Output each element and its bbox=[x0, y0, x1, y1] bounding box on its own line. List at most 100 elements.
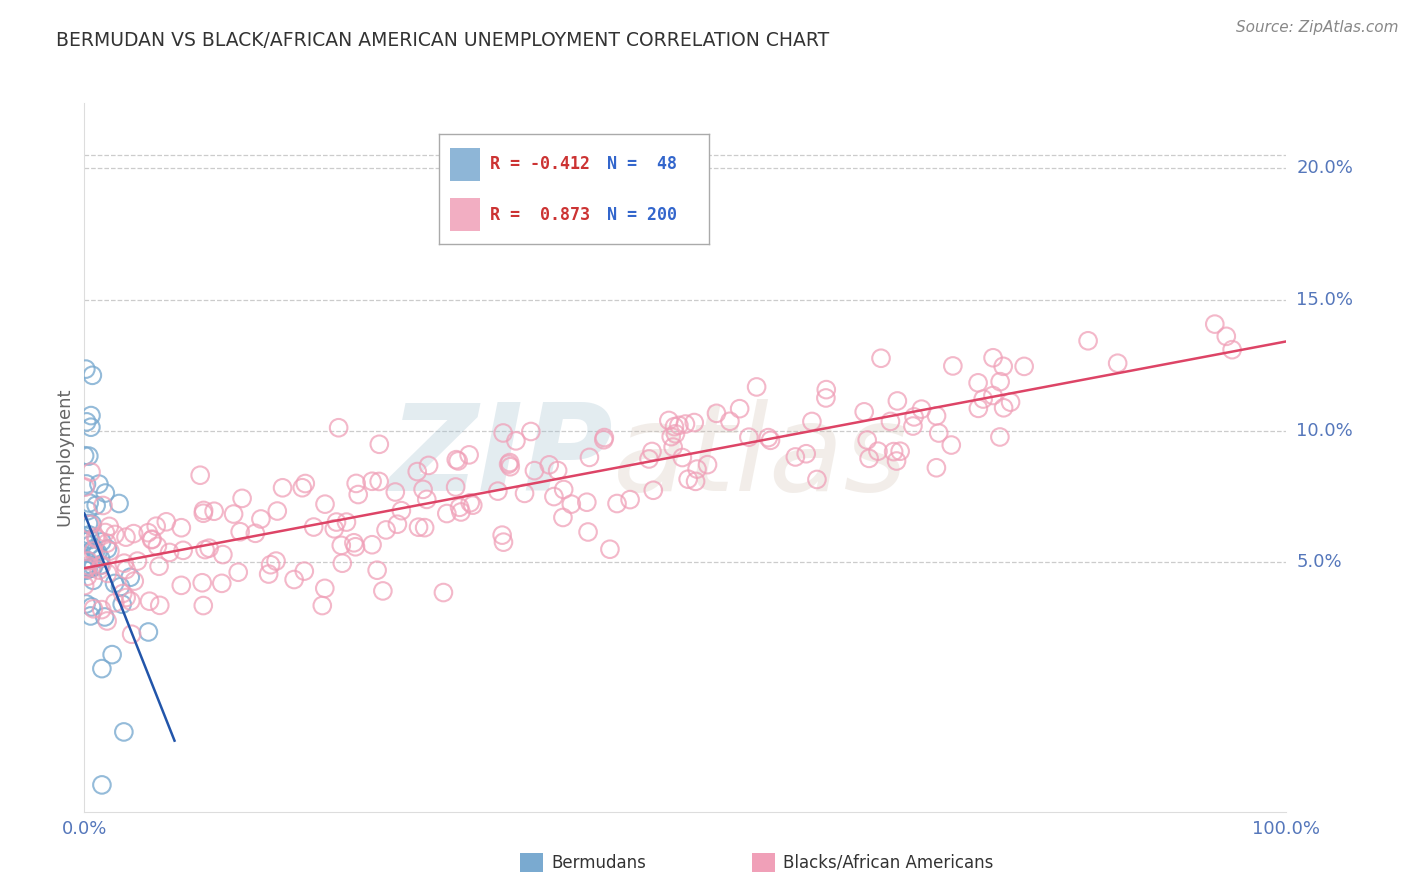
Bar bbox=[450, 198, 479, 231]
Point bbox=[901, 419, 924, 434]
Point bbox=[90, 662, 112, 676]
Point bbox=[155, 515, 177, 529]
Point bbox=[606, 496, 628, 510]
Point bbox=[449, 500, 471, 515]
Point bbox=[84, 530, 107, 544]
Point bbox=[513, 486, 536, 500]
Point bbox=[889, 444, 911, 458]
Point bbox=[245, 526, 267, 541]
Point bbox=[79, 533, 101, 547]
Text: Bermudans: Bermudans bbox=[551, 854, 645, 871]
Point bbox=[259, 558, 281, 572]
Point bbox=[538, 458, 561, 472]
Point bbox=[343, 536, 366, 550]
Point bbox=[141, 532, 163, 546]
Point bbox=[800, 414, 823, 428]
Point bbox=[988, 430, 1011, 444]
Point bbox=[325, 515, 347, 529]
Point bbox=[82, 368, 104, 383]
Point bbox=[76, 569, 98, 583]
Point bbox=[98, 544, 121, 558]
Point bbox=[83, 559, 105, 574]
Point bbox=[170, 578, 193, 592]
Point bbox=[103, 576, 125, 591]
Point bbox=[75, 553, 97, 567]
Point bbox=[90, 558, 112, 573]
Text: 20.0%: 20.0% bbox=[1296, 160, 1353, 178]
Point bbox=[444, 480, 467, 494]
Point bbox=[814, 391, 837, 405]
Point bbox=[361, 475, 384, 489]
Point bbox=[578, 450, 600, 465]
Point bbox=[759, 434, 782, 448]
Point bbox=[94, 486, 117, 500]
Point bbox=[80, 516, 103, 531]
Point bbox=[77, 561, 100, 575]
Point bbox=[1107, 356, 1129, 370]
Point bbox=[745, 380, 768, 394]
Point bbox=[366, 563, 388, 577]
Point bbox=[294, 476, 316, 491]
Point bbox=[108, 496, 131, 510]
Point bbox=[89, 563, 111, 577]
Point bbox=[368, 437, 391, 451]
Point bbox=[115, 530, 138, 544]
Point bbox=[1215, 329, 1237, 343]
Point bbox=[925, 460, 948, 475]
Text: ZIP: ZIP bbox=[389, 399, 613, 516]
Point bbox=[575, 495, 598, 509]
Point bbox=[593, 431, 616, 445]
Point bbox=[80, 599, 103, 614]
Point bbox=[447, 454, 470, 468]
Point bbox=[676, 472, 699, 486]
Point bbox=[138, 625, 160, 640]
Point bbox=[706, 406, 728, 420]
Point bbox=[77, 528, 100, 542]
Text: R =  0.873: R = 0.873 bbox=[491, 206, 591, 224]
Point bbox=[993, 359, 1015, 374]
Point bbox=[136, 525, 159, 540]
Point bbox=[436, 507, 458, 521]
Point bbox=[80, 561, 103, 575]
Text: N =  48: N = 48 bbox=[606, 155, 676, 173]
Point bbox=[599, 542, 621, 557]
Point bbox=[886, 393, 908, 408]
Point bbox=[344, 476, 367, 491]
Text: 15.0%: 15.0% bbox=[1296, 291, 1353, 309]
Point bbox=[756, 431, 779, 445]
Point bbox=[115, 563, 138, 577]
Point bbox=[292, 564, 315, 578]
Point bbox=[738, 430, 761, 444]
Text: Blacks/African Americans: Blacks/African Americans bbox=[783, 854, 994, 871]
Point bbox=[491, 528, 513, 542]
Point bbox=[806, 473, 828, 487]
Point bbox=[122, 574, 145, 588]
Point bbox=[115, 591, 138, 605]
Point bbox=[785, 450, 807, 464]
Point bbox=[77, 503, 100, 517]
Point bbox=[148, 559, 170, 574]
Point bbox=[104, 527, 127, 541]
Point bbox=[77, 449, 100, 463]
Point bbox=[553, 483, 575, 497]
Point bbox=[988, 375, 1011, 389]
Point bbox=[941, 438, 963, 452]
Point bbox=[159, 545, 181, 559]
Point bbox=[886, 454, 908, 468]
Point bbox=[432, 585, 454, 599]
Point bbox=[84, 498, 107, 512]
Point bbox=[371, 583, 394, 598]
Point bbox=[368, 475, 391, 489]
Point bbox=[903, 409, 925, 424]
Point bbox=[96, 536, 118, 550]
Point bbox=[87, 546, 110, 560]
Point bbox=[879, 414, 901, 428]
Point bbox=[93, 610, 115, 624]
Point bbox=[668, 418, 690, 433]
Point bbox=[619, 492, 641, 507]
Point bbox=[146, 539, 169, 553]
Text: BERMUDAN VS BLACK/AFRICAN AMERICAN UNEMPLOYMENT CORRELATION CHART: BERMUDAN VS BLACK/AFRICAN AMERICAN UNEMP… bbox=[56, 31, 830, 50]
Point bbox=[683, 416, 706, 430]
Point bbox=[75, 362, 97, 376]
Point bbox=[191, 575, 214, 590]
